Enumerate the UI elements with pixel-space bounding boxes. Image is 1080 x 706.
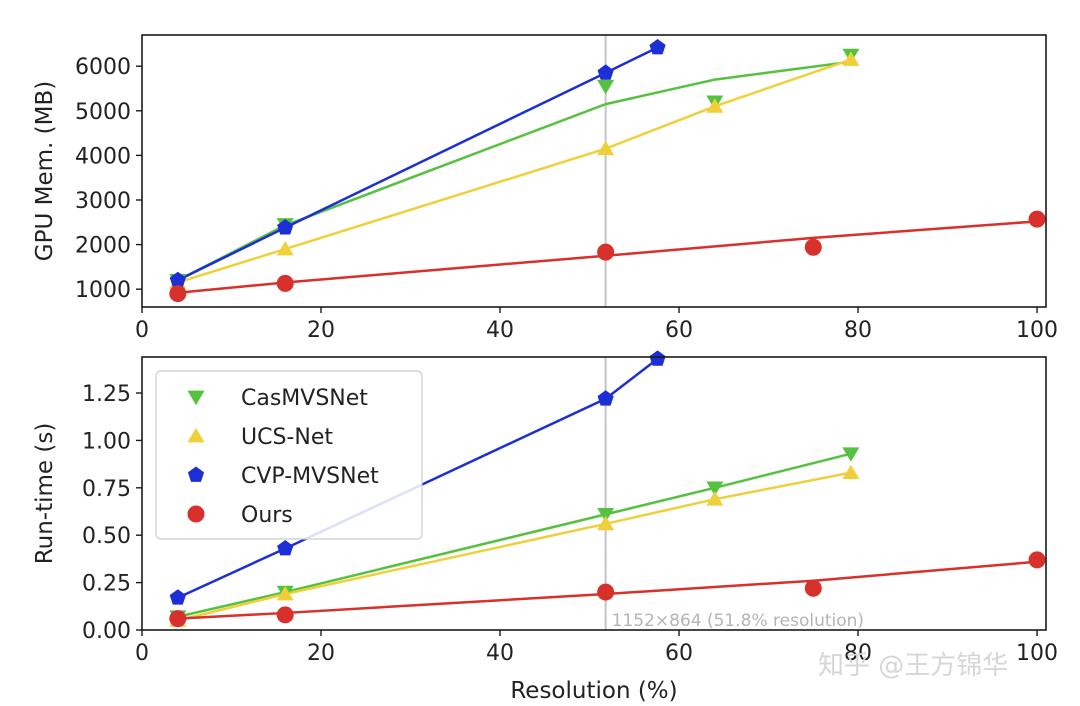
runtime-point-ours-2 [597,583,615,601]
runtime-legend-label-ours: Ours [241,503,293,528]
gpu-ytick-label-4: 5000 [75,100,131,125]
runtime-point-cvp-mvsnet-3 [649,350,666,366]
runtime-point-casmvsnet-3 [706,481,724,496]
watermark-text: 知乎 @王方锦华 [818,651,1008,681]
runtime-xtick-label-0: 0 [135,641,149,666]
runtime-point-cvp-mvsnet-2 [597,390,614,406]
runtime-point-ours-3 [804,579,822,597]
gpu-point-ours-3 [804,238,822,256]
runtime-xtick-label-5: 100 [1016,641,1058,666]
gpu-line-cvp-mvsnet [177,46,659,282]
runtime-point-ucs-net-2 [597,515,615,531]
runtime-ytick-label-5: 1.25 [82,382,131,407]
runtime-ytick-label-2: 0.50 [82,524,131,549]
runtime-annotation: 1152×864 (51.8% resolution) [612,611,864,631]
runtime-ytick-label-4: 1.00 [82,429,131,454]
gpu-ylabel: GPU Mem. (MB) [32,81,58,261]
runtime-chart: 1152×864 (51.8% resolution) 0 20 40 60 80 100 0… [32,350,1058,704]
runtime-legend-marker-casmvsnet [187,390,205,406]
gpu-xtick-label-3: 60 [665,318,693,343]
runtime-ytick-label-1: 0.25 [82,572,131,597]
gpu-point-cvp-mvsnet-1 [277,219,294,235]
gpu-memory-chart: 0 20 40 60 80 100 1000 2000 3000 4000 5000 6000 GPU … [32,34,1058,343]
runtime-point-ucs-net-3 [706,491,724,506]
runtime-ytick-label-0: 0.00 [82,619,131,644]
runtime-legend-box [155,370,423,540]
runtime-xtick-label-3: 60 [665,641,693,666]
gpu-point-ucs-net-2 [597,140,615,156]
runtime-xtick-label-4: 80 [844,641,872,666]
gpu-ytick-label-3: 4000 [75,144,131,169]
gpu-point-cvp-mvsnet-2 [597,64,614,80]
gpu-point-casmvsnet-2 [597,79,615,95]
gpu-xtick-label-1: 20 [307,318,335,343]
runtime-legend-label-ucs-net: UCS-Net [241,425,333,450]
gpu-axes-frame [141,34,1047,308]
runtime-point-ucs-net-1 [276,585,294,601]
gpu-ytick-label-0: 1000 [75,278,131,303]
runtime-point-ucs-net-4 [842,464,860,480]
runtime-point-ours-0 [169,610,187,628]
runtime-legend-label-cvp-mvsnet: CVP-MVSNet [241,464,379,489]
runtime-line-cvp-mvsnet [177,357,659,599]
runtime-legend: CasMVSNet UCS-Net CVP-MVSNet Ours [155,370,423,540]
gpu-xtick-label-5: 100 [1016,318,1058,343]
gpu-point-ucs-net-1 [276,240,294,256]
runtime-legend-marker-ucs-net [187,427,205,443]
runtime-point-casmvsnet-2 [597,507,615,523]
gpu-line-casmvsnet [177,60,852,282]
runtime-xtick-label-2: 40 [486,641,514,666]
gpu-point-ours-0 [169,285,187,303]
gpu-point-cvp-mvsnet-3 [649,38,666,55]
runtime-ylabel: Run-time (s) [32,423,58,565]
gpu-point-ours-2 [597,243,615,261]
gpu-xtick-label-4: 80 [844,318,872,343]
runtime-xlabel: Resolution (%) [510,678,677,704]
gpu-point-cvp-mvsnet-0 [169,271,186,288]
runtime-point-ours-4 [1028,551,1046,569]
runtime-point-cvp-mvsnet-0 [169,589,186,605]
gpu-xtick-label-2: 40 [486,318,514,343]
runtime-point-cvp-mvsnet-1 [277,539,294,556]
runtime-point-ours-1 [276,606,294,624]
gpu-ytick-label-2: 3000 [75,189,131,214]
gpu-line-ucs-net [177,58,852,284]
gpu-point-ucs-net-3 [706,98,724,113]
gpu-point-ucs-net-4 [842,51,860,66]
gpu-xtick-label-0: 0 [135,318,149,343]
gpu-point-ours-1 [276,274,294,292]
gpu-ytick-label-5: 6000 [75,55,131,80]
runtime-legend-marker-ours [187,505,205,523]
runtime-legend-label-casmvsnet: CasMVSNet [241,386,368,411]
runtime-legend-marker-cvp-mvsnet [187,466,205,482]
runtime-xtick-label-1: 20 [307,641,335,666]
gpu-point-ours-4 [1028,210,1046,228]
runtime-axes-frame [141,356,1047,631]
runtime-point-casmvsnet-4 [842,447,860,462]
gpu-ytick-label-1: 2000 [75,234,131,259]
runtime-ytick-label-3: 0.75 [82,477,131,502]
